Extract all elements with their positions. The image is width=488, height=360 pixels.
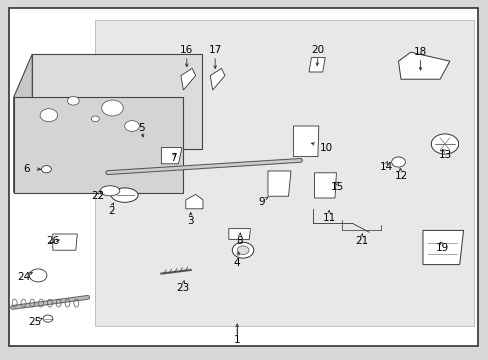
Text: 10: 10 <box>320 143 333 153</box>
Polygon shape <box>314 173 336 198</box>
Circle shape <box>40 109 58 122</box>
Circle shape <box>102 100 123 116</box>
Text: 8: 8 <box>236 236 243 246</box>
Text: 3: 3 <box>187 216 194 226</box>
Text: 18: 18 <box>413 47 427 57</box>
Circle shape <box>391 157 405 167</box>
Polygon shape <box>181 68 195 90</box>
Polygon shape <box>308 58 325 72</box>
Text: 14: 14 <box>379 162 392 172</box>
Text: 24: 24 <box>17 272 30 282</box>
Text: 22: 22 <box>91 191 104 201</box>
Circle shape <box>232 242 253 258</box>
Text: 26: 26 <box>46 236 60 246</box>
Text: 4: 4 <box>233 258 240 268</box>
Circle shape <box>430 134 458 154</box>
Circle shape <box>124 121 139 131</box>
Circle shape <box>43 315 53 322</box>
Text: 11: 11 <box>322 213 335 223</box>
Text: 5: 5 <box>138 123 145 133</box>
Polygon shape <box>32 54 202 149</box>
Text: 15: 15 <box>330 182 344 192</box>
Polygon shape <box>228 229 250 239</box>
Ellipse shape <box>111 188 138 202</box>
Text: 12: 12 <box>393 171 407 181</box>
Text: 16: 16 <box>180 45 193 55</box>
Text: 9: 9 <box>258 197 264 207</box>
Polygon shape <box>185 194 203 209</box>
Text: 7: 7 <box>170 153 177 163</box>
Text: 1: 1 <box>233 335 240 345</box>
Text: 25: 25 <box>28 317 42 327</box>
Text: 2: 2 <box>108 206 115 216</box>
Text: 19: 19 <box>435 243 448 253</box>
Polygon shape <box>267 171 290 196</box>
Text: 20: 20 <box>311 45 324 55</box>
Polygon shape <box>14 54 32 193</box>
Polygon shape <box>161 148 182 164</box>
Polygon shape <box>53 234 77 250</box>
Circle shape <box>41 166 51 173</box>
Polygon shape <box>14 97 183 193</box>
Text: 21: 21 <box>354 236 368 246</box>
Ellipse shape <box>100 186 120 196</box>
Circle shape <box>91 116 99 122</box>
Circle shape <box>67 96 79 105</box>
Text: 13: 13 <box>437 150 451 160</box>
Circle shape <box>237 246 248 255</box>
Circle shape <box>29 269 47 282</box>
Polygon shape <box>293 126 318 157</box>
Polygon shape <box>422 230 463 265</box>
Polygon shape <box>398 52 449 79</box>
Text: 23: 23 <box>176 283 190 293</box>
Text: 6: 6 <box>23 164 30 174</box>
Polygon shape <box>210 68 224 90</box>
Text: 17: 17 <box>208 45 222 55</box>
Bar <box>95 20 473 326</box>
